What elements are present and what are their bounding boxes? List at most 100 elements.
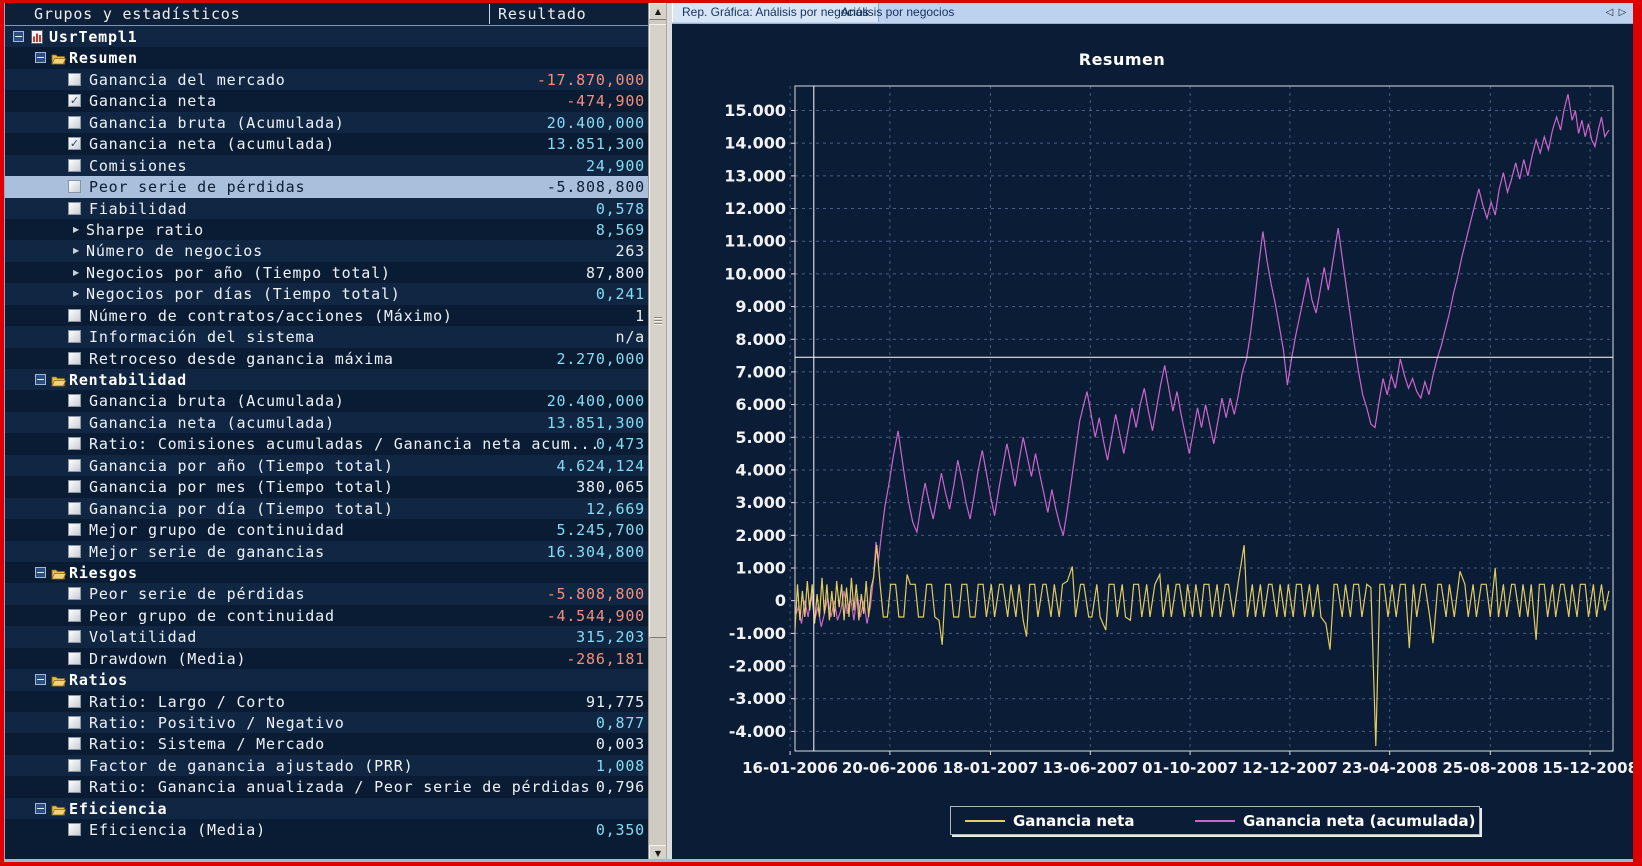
folder-icon xyxy=(51,672,67,687)
checkbox-unchecked[interactable] xyxy=(68,759,81,772)
checkbox-unchecked[interactable] xyxy=(68,823,81,836)
tree-stat-row[interactable]: ✓Ganancia neta-474,900 xyxy=(5,90,649,111)
tree-stat-row[interactable]: ▶Número de negocios263 xyxy=(5,240,649,261)
checkbox-unchecked[interactable] xyxy=(68,652,81,665)
y-tick-label: 9.000 xyxy=(735,297,786,316)
tree-group-label: Eficiencia xyxy=(69,800,167,818)
checkbox-unchecked[interactable] xyxy=(68,73,81,86)
tree-group-label: Ratios xyxy=(69,671,128,689)
tree-stat-row[interactable]: Comisiones24,900 xyxy=(5,155,649,176)
tab-scroll-right-icon[interactable]: ▷ xyxy=(1616,3,1629,22)
tree-stat-row[interactable]: Ganancia neta (acumulada)13.851,300 xyxy=(5,412,649,433)
tree-stat-row[interactable]: Peor grupo de continuidad-4.544,900 xyxy=(5,605,649,626)
tree-stat-row[interactable]: Eficiencia (Media)0,350 xyxy=(5,819,649,840)
stat-label: Peor serie de pérdidas xyxy=(89,585,305,603)
tree-group-row[interactable]: − Ratios xyxy=(5,669,649,690)
tree-root-label: UsrTempl1 xyxy=(49,28,137,46)
checkbox-unchecked[interactable] xyxy=(68,394,81,407)
detail-arrow-icon[interactable]: ▶ xyxy=(73,225,79,234)
scrollbar-thumb[interactable] xyxy=(649,24,667,638)
collapse-toggle-icon[interactable]: − xyxy=(35,567,46,578)
checkbox-unchecked[interactable] xyxy=(68,695,81,708)
tree-group-row[interactable]: − Eficiencia xyxy=(5,798,649,819)
tree-stat-row[interactable]: ✓Ganancia neta (acumulada)13.851,300 xyxy=(5,133,649,154)
tree-stat-row[interactable]: Ganancia del mercado-17.870,000 xyxy=(5,69,649,90)
tree-stat-row[interactable]: Ganancia por día (Tiempo total)12,669 xyxy=(5,498,649,519)
checkbox-checked[interactable]: ✓ xyxy=(68,137,81,150)
collapse-toggle-icon[interactable]: − xyxy=(35,674,46,685)
tree-stat-row[interactable]: Ganancia bruta (Acumulada)20.400,000 xyxy=(5,390,649,411)
checkbox-unchecked[interactable] xyxy=(68,202,81,215)
checkbox-checked[interactable]: ✓ xyxy=(68,94,81,107)
summary-chart[interactable]: 15.00014.00013.00012.00011.00010.0009.00… xyxy=(672,23,1633,862)
tree-stat-row[interactable]: Ratio: Comisiones acumuladas / Ganancia … xyxy=(5,433,649,454)
app-screenshot: { "colors":{ "window_border":"#DF0000", … xyxy=(0,0,1642,866)
column-divider[interactable] xyxy=(489,4,490,24)
checkbox-unchecked[interactable] xyxy=(68,609,81,622)
tree-root-row[interactable]: − UsrTempl1 xyxy=(5,26,649,47)
chart-area[interactable]: Resumen 15.00014.00013.00012.00011.00010… xyxy=(672,23,1633,862)
checkbox-unchecked[interactable] xyxy=(68,159,81,172)
tree-stat-row[interactable]: Ganancia bruta (Acumulada)20.400,000 xyxy=(5,112,649,133)
tree-group-row[interactable]: −Rentabilidad xyxy=(5,369,649,390)
checkbox-unchecked[interactable] xyxy=(68,630,81,643)
stat-label: Ganancia por día (Tiempo total) xyxy=(89,500,394,518)
checkbox-unchecked[interactable] xyxy=(68,459,81,472)
checkbox-unchecked[interactable] xyxy=(68,309,81,322)
tree-stat-row[interactable]: Ratio: Largo / Corto91,775 xyxy=(5,691,649,712)
statistics-panel: Grupos y estadísticos Resultado −UsrTemp… xyxy=(4,3,649,862)
tree-stat-row[interactable]: Peor serie de pérdidas-5.808,800 xyxy=(5,583,649,604)
collapse-toggle-icon[interactable]: − xyxy=(13,31,24,42)
detail-arrow-icon[interactable]: ▶ xyxy=(73,268,79,277)
checkbox-unchecked[interactable] xyxy=(68,587,81,600)
tree-stat-row[interactable]: Ratio: Positivo / Negativo0,877 xyxy=(5,712,649,733)
tab-scroll-left-icon[interactable]: ◁ xyxy=(1603,3,1616,22)
checkbox-unchecked[interactable] xyxy=(68,502,81,515)
tree-stat-row[interactable]: Ganancia por mes (Tiempo total)380,065 xyxy=(5,476,649,497)
checkbox-unchecked[interactable] xyxy=(68,780,81,793)
checkbox-unchecked[interactable] xyxy=(68,352,81,365)
tree-scrollbar[interactable]: ▲ ▼ xyxy=(648,3,667,862)
tree-stat-row[interactable]: Mejor grupo de continuidad5.245,700 xyxy=(5,519,649,540)
tree-stat-row[interactable]: Peor serie de pérdidas-5.808,800 xyxy=(5,176,649,197)
checkbox-unchecked[interactable] xyxy=(68,480,81,493)
stat-label: Negocios por año (Tiempo total) xyxy=(86,264,391,282)
checkbox-unchecked[interactable] xyxy=(68,737,81,750)
scrollbar-up-icon[interactable]: ▲ xyxy=(649,3,667,20)
tree-group-row[interactable]: −Resumen xyxy=(5,47,649,68)
detail-arrow-icon[interactable]: ▶ xyxy=(73,289,79,298)
tree-stat-row[interactable]: Número de contratos/acciones (Máximo)1 xyxy=(5,305,649,326)
checkbox-unchecked[interactable] xyxy=(68,523,81,536)
checkbox-unchecked[interactable] xyxy=(68,116,81,129)
checkbox-unchecked[interactable] xyxy=(68,330,81,343)
checkbox-unchecked[interactable] xyxy=(68,545,81,558)
tree-stat-row[interactable]: Fiabilidad0,578 xyxy=(5,198,649,219)
tree-stat-row[interactable]: ▶Negocios por año (Tiempo total)87,800 xyxy=(5,262,649,283)
collapse-toggle-icon[interactable]: − xyxy=(35,374,46,385)
tree-stat-row[interactable]: Información del sisteman/a xyxy=(5,326,649,347)
collapse-toggle-icon[interactable]: − xyxy=(35,803,46,814)
checkbox-unchecked[interactable] xyxy=(68,416,81,429)
legend-line-sample-magenta xyxy=(1195,820,1235,822)
stat-value: -4.544,900 xyxy=(547,607,645,625)
tree-stat-row[interactable]: Ratio: Ganancia anualizada / Peor serie … xyxy=(5,776,649,797)
tree-stat-row[interactable]: ▶Negocios por días (Tiempo total)0,241 xyxy=(5,283,649,304)
tree-stat-row[interactable]: Retroceso desde ganancia máxima2.270,000 xyxy=(5,348,649,369)
detail-arrow-icon[interactable]: ▶ xyxy=(73,246,79,255)
tree-stat-row[interactable]: Factor de ganancia ajustado (PRR)1,008 xyxy=(5,755,649,776)
tab-analisis-por-negocios[interactable]: Análisis por negocios xyxy=(832,3,963,22)
stat-label: Fiabilidad xyxy=(89,200,187,218)
tree-stat-row[interactable]: Ganancia por año (Tiempo total)4.624,124 xyxy=(5,455,649,476)
tree-stat-row[interactable]: Ratio: Sistema / Mercado0,003 xyxy=(5,733,649,754)
tree-stat-row[interactable]: ▶Sharpe ratio8,569 xyxy=(5,219,649,240)
checkbox-unchecked[interactable] xyxy=(68,180,81,193)
collapse-toggle-icon[interactable]: − xyxy=(35,52,46,63)
tree-stat-row[interactable]: Mejor serie de ganancias16.304,800 xyxy=(5,541,649,562)
checkbox-unchecked[interactable] xyxy=(68,437,81,450)
tree-group-row[interactable]: −Riesgos xyxy=(5,562,649,583)
tree-stat-row[interactable]: Volatilidad315,203 xyxy=(5,626,649,647)
tree-stat-row[interactable]: Drawdown (Media)-286,181 xyxy=(5,648,649,669)
stat-value: -474,900 xyxy=(566,92,645,110)
stat-label: Volatilidad xyxy=(89,628,197,646)
checkbox-unchecked[interactable] xyxy=(68,716,81,729)
